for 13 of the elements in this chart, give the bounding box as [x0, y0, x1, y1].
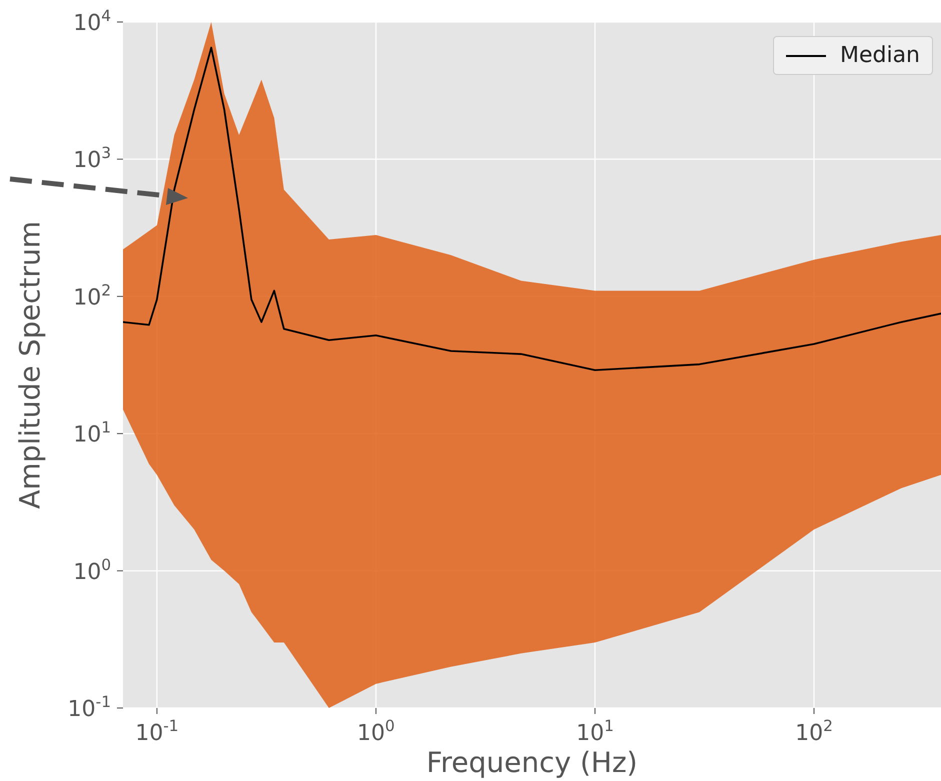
x-tick-label: 10$^{-1}$: [135, 717, 179, 746]
x-tick-label: 10$^{1}$: [576, 717, 614, 746]
legend-label: Median: [840, 43, 920, 68]
y-tick-label: 10$^{-1}$: [68, 693, 111, 722]
y-tick-label: 10$^{0}$: [73, 556, 111, 585]
y-axis-title: Amplitude Spectrum: [14, 220, 46, 510]
y-tick-label: 10$^{4}$: [73, 7, 111, 36]
x-tick-label: 10$^{2}$: [795, 717, 833, 746]
y-tick-label: 10$^{1}$: [73, 418, 111, 448]
y-tick-label: 10$^{2}$: [73, 281, 111, 310]
y-tick-label: 10$^{3}$: [73, 144, 111, 174]
x-tick-label: 10$^{0}$: [357, 717, 395, 746]
x-axis-title: Frequency (Hz): [426, 746, 638, 779]
